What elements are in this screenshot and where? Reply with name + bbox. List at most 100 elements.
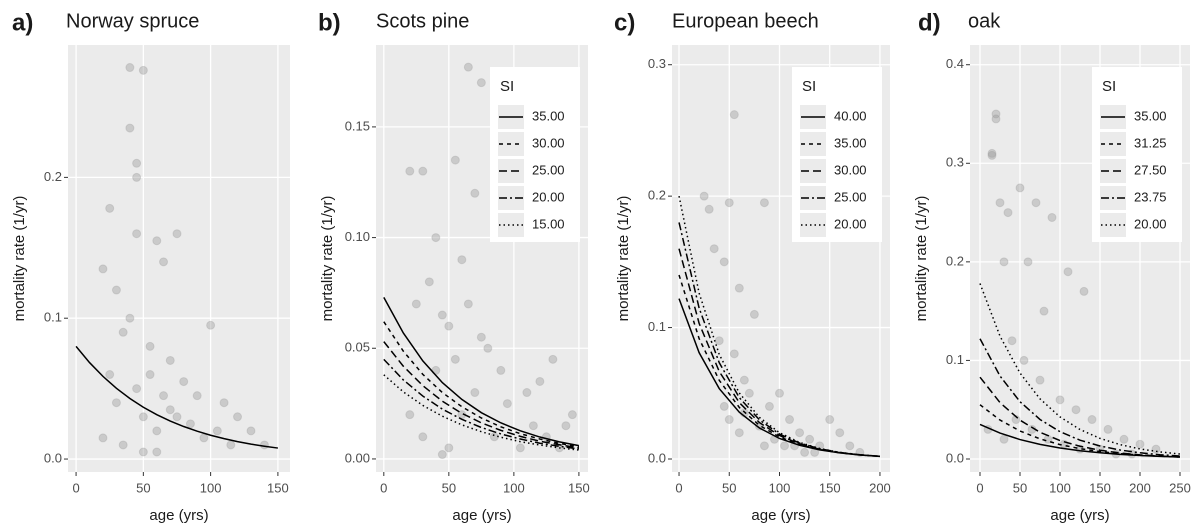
data-point xyxy=(528,421,538,431)
data-point xyxy=(835,428,845,438)
fit-line xyxy=(383,321,580,448)
data-point xyxy=(405,410,415,420)
data-point xyxy=(535,376,545,386)
data-point xyxy=(246,426,256,436)
legend-label: 35.00 xyxy=(1134,108,1167,123)
data-point xyxy=(709,244,719,254)
data-point xyxy=(418,432,428,442)
data-point xyxy=(152,426,162,436)
data-point xyxy=(470,388,480,398)
data-point xyxy=(424,277,434,287)
x-tick-label: 200 xyxy=(1129,480,1151,495)
legend-title: SI xyxy=(500,78,514,95)
data-point xyxy=(145,370,155,380)
data-point xyxy=(138,65,148,75)
data-point xyxy=(159,391,169,401)
data-point xyxy=(185,419,195,429)
y-tick-label: 0.2 xyxy=(44,169,62,184)
data-point xyxy=(704,204,714,214)
fit-line xyxy=(383,341,580,449)
data-point xyxy=(1039,306,1049,316)
y-tick-label: 0.3 xyxy=(648,56,666,71)
data-point xyxy=(719,401,729,411)
data-point xyxy=(145,341,155,351)
data-point xyxy=(405,166,415,176)
x-tick-label: 100 xyxy=(200,480,222,495)
legend-label: 35.00 xyxy=(532,108,565,123)
legend-key xyxy=(800,213,826,237)
fit-line xyxy=(383,374,579,451)
data-point xyxy=(1031,198,1041,208)
fit-line xyxy=(979,283,1181,455)
y-axis-label: mortality rate (1/yr) xyxy=(11,196,28,322)
data-point xyxy=(125,313,135,323)
legend-label: 40.00 xyxy=(834,108,867,123)
data-point xyxy=(132,172,142,182)
data-point xyxy=(450,354,460,364)
x-tick-label: 0 xyxy=(72,480,79,495)
legend-label: 20.00 xyxy=(834,216,867,231)
data-point xyxy=(165,405,175,415)
legend-label: 23.75 xyxy=(1134,189,1167,204)
y-tick-label: 0.2 xyxy=(946,253,964,268)
legend-label: 31.25 xyxy=(1134,135,1167,150)
x-axis-label: age (yrs) xyxy=(149,507,208,524)
y-axis-label: mortality rate (1/yr) xyxy=(615,196,632,322)
legend-label: 25.00 xyxy=(834,189,867,204)
data-point xyxy=(192,391,202,401)
data-point xyxy=(805,434,815,444)
data-point xyxy=(1003,208,1013,218)
data-point xyxy=(444,443,454,453)
x-axis-label: age (yrs) xyxy=(452,507,511,524)
data-point xyxy=(1015,183,1025,193)
data-point xyxy=(1119,434,1129,444)
legend-label: 30.00 xyxy=(532,135,565,150)
data-point xyxy=(233,412,243,422)
y-tick-label: 0.1 xyxy=(44,310,62,325)
data-point xyxy=(729,349,739,359)
data-point xyxy=(1023,257,1033,267)
x-tick-label: 50 xyxy=(136,480,150,495)
data-point xyxy=(463,62,473,72)
data-point xyxy=(515,443,525,453)
y-axis-label: mortality rate (1/yr) xyxy=(913,196,930,322)
legend-key xyxy=(1100,213,1126,237)
fit-line xyxy=(383,358,580,450)
data-point xyxy=(450,155,460,165)
panel-title: Norway spruce xyxy=(66,10,199,32)
y-tick-label: 0.15 xyxy=(345,118,370,133)
y-tick-label: 0.1 xyxy=(648,319,666,334)
data-point xyxy=(995,198,1005,208)
data-point xyxy=(744,388,754,398)
data-point xyxy=(118,440,128,450)
panel-title: Scots pine xyxy=(376,10,469,32)
panel-label: b) xyxy=(318,9,341,36)
data-point xyxy=(111,398,121,408)
y-tick-label: 0.4 xyxy=(946,56,964,71)
data-point xyxy=(132,158,142,168)
legend-label: 20.00 xyxy=(532,189,565,204)
data-point xyxy=(437,310,447,320)
data-point xyxy=(1007,336,1017,346)
data-point xyxy=(219,398,229,408)
data-point xyxy=(179,377,189,387)
data-point xyxy=(987,148,997,158)
data-point xyxy=(991,114,1001,124)
data-point xyxy=(759,441,769,451)
data-point xyxy=(437,450,447,460)
panel-label: d) xyxy=(918,9,941,36)
x-tick-label: 150 xyxy=(267,480,289,495)
data-point xyxy=(105,370,115,380)
data-point xyxy=(522,388,532,398)
data-point xyxy=(496,365,506,375)
data-point xyxy=(785,415,795,425)
x-tick-label: 50 xyxy=(442,480,456,495)
panel: a) Norway spruce age (yrs) mortality rate (… xyxy=(11,9,290,524)
data-point xyxy=(780,441,790,451)
data-point xyxy=(729,110,739,120)
y-tick-label: 0.0 xyxy=(946,450,964,465)
y-tick-label: 0.05 xyxy=(345,340,370,355)
x-tick-label: 150 xyxy=(1089,480,1111,495)
data-point xyxy=(172,412,182,422)
y-axis-label: mortality rate (1/yr) xyxy=(319,196,336,322)
